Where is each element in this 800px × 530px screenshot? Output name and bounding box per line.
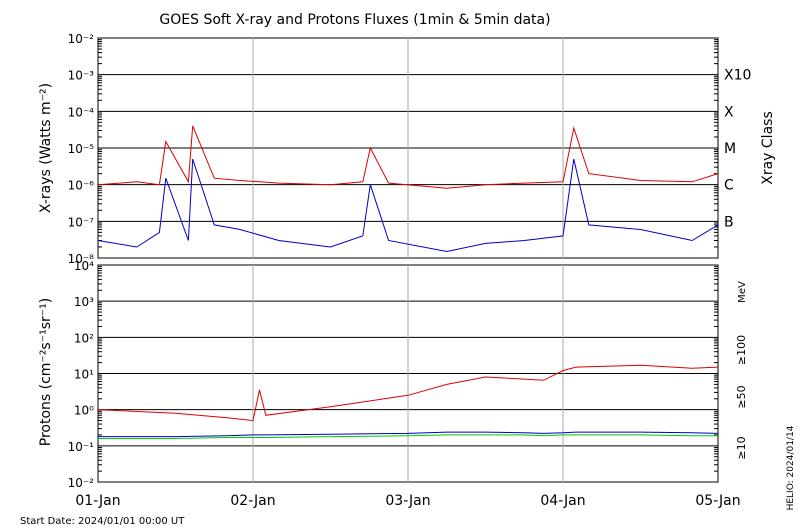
series-line	[98, 434, 718, 439]
y-tick-label: 10²	[74, 331, 94, 345]
y-tick-label: 10⁻⁷	[68, 215, 95, 229]
energy-unit-label: MeV	[737, 281, 748, 303]
proton-axis-label: Protons (cm⁻²s⁻¹sr⁻¹)	[38, 298, 54, 447]
series-line	[97, 125, 719, 189]
x-tick-label: 03-Jan	[385, 493, 430, 509]
series-line	[97, 364, 719, 422]
legend-50mev: ≥50	[735, 385, 748, 408]
xray-class-label: B	[724, 214, 734, 230]
x-tick-labels: 01-Jan 02-Jan 03-Jan 04-Jan 05-Jan	[75, 493, 740, 509]
day-grid	[252, 38, 564, 482]
xray-y-tick-labels: 10⁻⁸ 10⁻⁷ 10⁻⁶ 10⁻⁵ 10⁻⁴ 10⁻³ 10⁻²	[68, 32, 95, 266]
y-tick-label: 10⁻¹	[68, 440, 95, 454]
x-tick-label: 02-Jan	[230, 493, 275, 509]
legend-100mev: ≥100	[735, 335, 748, 365]
y-tick-label: 10¹	[74, 368, 94, 382]
helio-stamp: HELIO: 2024/01/14	[786, 425, 796, 510]
series-line	[98, 431, 719, 438]
proton-y-tick-labels: 10⁻² 10⁻¹ 10⁰ 10¹ 10² 10³ 10⁴	[68, 259, 95, 490]
x-tick-label: 04-Jan	[540, 493, 585, 509]
y-tick-label: 10⁻⁸	[68, 252, 95, 266]
series-line	[97, 158, 719, 253]
xray-class-labels: B C M X X10	[724, 68, 751, 231]
y-tick-label: 10⁰	[74, 404, 94, 418]
proton-series	[97, 364, 719, 439]
x-tick-label: 05-Jan	[695, 493, 740, 509]
x-tick-label: 01-Jan	[75, 493, 120, 509]
y-tick-label: 10⁻³	[68, 69, 95, 83]
chart-title: GOES Soft X-ray and Protons Fluxes (1min…	[159, 12, 550, 28]
y-tick-label: 10⁴	[74, 259, 94, 273]
xray-series	[97, 125, 719, 253]
start-date-label: Start Date: 2024/01/01 00:00 UT	[20, 516, 185, 527]
y-tick-label: 10⁻⁶	[68, 179, 95, 193]
xray-class-label: X	[724, 104, 734, 120]
xray-class-label: M	[724, 141, 736, 157]
y-tick-label: 10³	[74, 295, 94, 309]
xray-class-label: X10	[724, 68, 751, 84]
legend-10mev: ≥10	[735, 436, 748, 459]
y-tick-label: 10⁻²	[68, 32, 95, 46]
xray-axis-label: X-rays (Watts m⁻²)	[38, 83, 54, 213]
y-tick-label: 10⁻⁴	[68, 105, 95, 119]
xray-class-axis-label: Xray Class	[760, 111, 776, 185]
xray-class-label: C	[724, 178, 734, 194]
y-tick-label: 10⁻⁵	[68, 142, 95, 156]
y-tick-label: 10⁻²	[68, 476, 95, 490]
